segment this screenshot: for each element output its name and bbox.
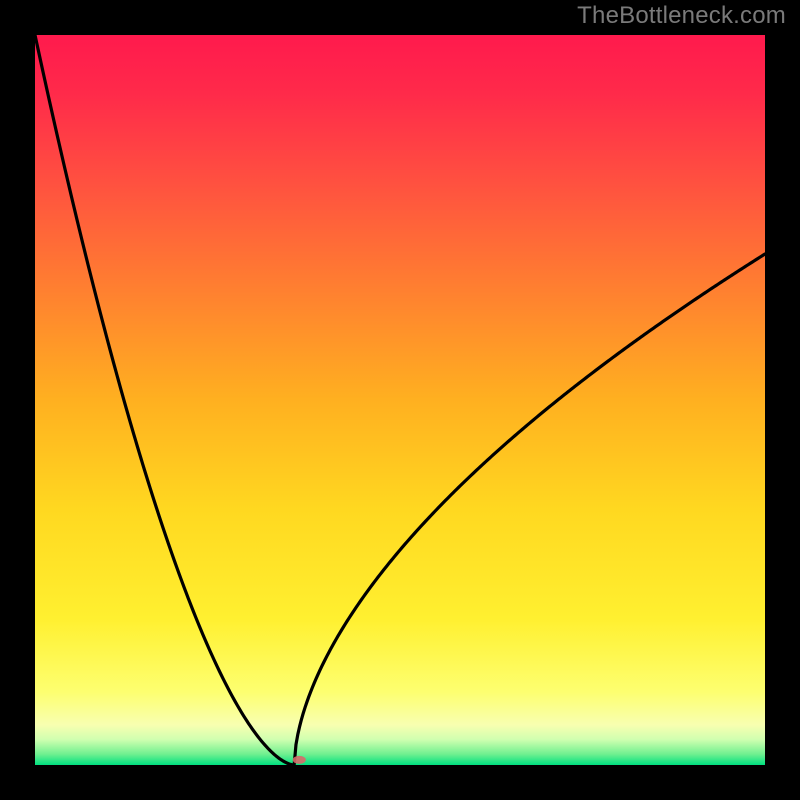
curve-layer — [35, 35, 765, 765]
bottleneck-curve — [35, 35, 765, 765]
watermark-label: TheBottleneck.com — [577, 2, 786, 30]
minimum-marker — [293, 756, 306, 764]
plot-area — [35, 35, 765, 765]
figure-canvas: TheBottleneck.com — [0, 0, 800, 800]
